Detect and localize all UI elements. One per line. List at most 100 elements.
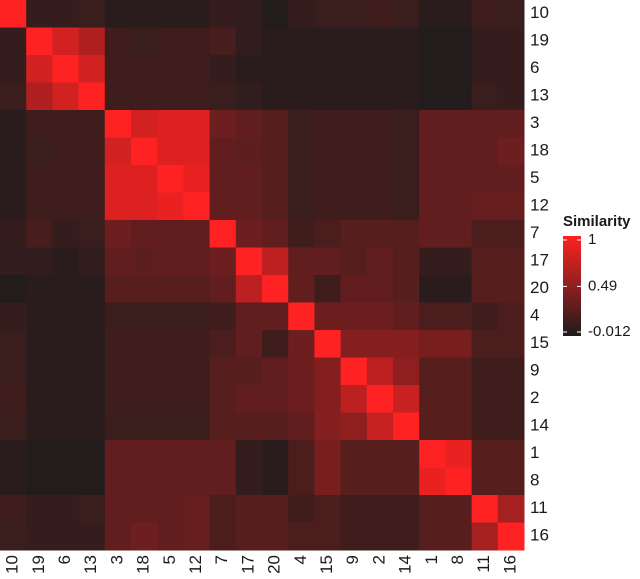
heatmap-cell [471, 192, 499, 221]
heatmap-cell [497, 330, 525, 358]
heatmap-cell [183, 495, 211, 523]
heatmap-cell [52, 440, 80, 468]
heatmap-cell [131, 220, 158, 248]
heatmap-cell [497, 55, 525, 83]
y-tick-label: 2 [530, 388, 539, 407]
heatmap-cell [445, 27, 473, 56]
heatmap-cell [0, 467, 27, 496]
x-tick-label: 3 [107, 555, 126, 564]
heatmap-cell [497, 27, 525, 56]
heatmap-cell [209, 275, 237, 303]
heatmap-cell [0, 522, 27, 551]
heatmap-cell [445, 165, 473, 193]
heatmap-cell [52, 275, 80, 303]
heatmap-cell [209, 110, 237, 138]
heatmap-cell [366, 220, 394, 248]
heatmap-cell [262, 247, 289, 276]
heatmap-cell [497, 302, 525, 331]
heatmap-cell [288, 82, 315, 111]
x-tick-label: 12 [186, 555, 205, 574]
heatmap-cell [157, 247, 184, 276]
heatmap-cell [26, 275, 53, 303]
heatmap-cell [0, 247, 27, 276]
heatmap-cell [157, 467, 184, 496]
heatmap-cell [393, 137, 420, 166]
heatmap-cell [183, 302, 211, 331]
heatmap-cell [52, 27, 80, 56]
heatmap-cell [104, 192, 132, 221]
heatmap-cell [445, 412, 473, 441]
heatmap-cell [0, 330, 27, 358]
heatmap-cell [314, 165, 342, 193]
heatmap-cell [131, 522, 158, 551]
y-tick-label: 8 [530, 471, 539, 490]
heatmap-cell [52, 192, 80, 221]
heatmap-cell [0, 302, 27, 331]
heatmap-cell [78, 467, 106, 496]
heatmap-cell [340, 137, 368, 166]
heatmap-cell [314, 220, 342, 248]
heatmap-cell [235, 385, 263, 413]
heatmap-cell [26, 55, 53, 83]
heatmap-cell [419, 110, 446, 138]
heatmap-cell [209, 330, 237, 358]
heatmap-cell [288, 137, 315, 166]
y-tick-label: 13 [530, 86, 549, 105]
heatmap-cell [471, 27, 499, 56]
heatmap-cell [262, 110, 289, 138]
heatmap-cell [497, 0, 525, 28]
heatmap-cell [0, 357, 27, 386]
heatmap-cell [340, 165, 368, 193]
heatmap-cell [209, 165, 237, 193]
heatmap-cell [340, 495, 368, 523]
heatmap-cell [288, 0, 315, 28]
heatmap-cell [471, 385, 499, 413]
heatmap-cell [471, 82, 499, 111]
heatmap-cell [131, 385, 158, 413]
heatmap-cell [104, 82, 132, 111]
heatmap-cell [445, 385, 473, 413]
heatmap-cell [445, 192, 473, 221]
heatmap-cell [393, 495, 420, 523]
x-tick-label: 7 [212, 555, 231, 564]
heatmap-cell [262, 27, 289, 56]
heatmap-cell [26, 0, 53, 28]
heatmap-cell [340, 27, 368, 56]
heatmap-cell [104, 357, 132, 386]
y-tick-label: 3 [530, 113, 539, 132]
heatmap-cell [393, 302, 420, 331]
y-tick-label: 5 [530, 168, 539, 187]
heatmap-cell [209, 385, 237, 413]
heatmap-cell [183, 522, 211, 551]
heatmap-cell [104, 137, 132, 166]
heatmap-cell [445, 357, 473, 386]
heatmap-cell [288, 27, 315, 56]
heatmap-cell [497, 137, 525, 166]
heatmap-cell [26, 330, 53, 358]
heatmap-cell [104, 330, 132, 358]
heatmap-cell [419, 165, 446, 193]
y-tick-label: 10 [530, 3, 549, 22]
heatmap-cell [262, 137, 289, 166]
heatmap-cell [471, 412, 499, 441]
heatmap-cell [262, 330, 289, 358]
heatmap-cell [340, 0, 368, 28]
heatmap-cell [235, 220, 263, 248]
heatmap-cell [393, 275, 420, 303]
heatmap-cell [366, 385, 394, 413]
heatmap-cell [209, 522, 237, 551]
heatmap-cell [419, 495, 446, 523]
heatmap-cell [445, 137, 473, 166]
heatmap-cell [26, 82, 53, 111]
heatmap-cell [0, 55, 27, 83]
heatmap-cell [288, 302, 315, 331]
heatmap-cell [314, 357, 342, 386]
heatmap-cell [471, 495, 499, 523]
heatmap-cell [288, 522, 315, 551]
heatmap-cell [52, 302, 80, 331]
heatmap-cell [366, 247, 394, 276]
heatmap-cell [419, 385, 446, 413]
x-tick-label: 1 [422, 555, 441, 564]
heatmap-cell [104, 165, 132, 193]
heatmap-cell [393, 440, 420, 468]
